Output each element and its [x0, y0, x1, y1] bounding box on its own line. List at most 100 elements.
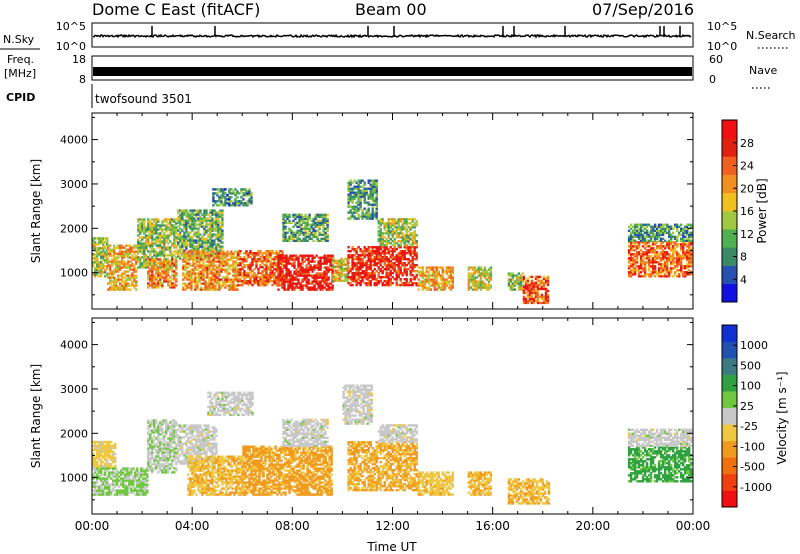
data-cell — [443, 284, 446, 287]
data-cell — [649, 231, 653, 234]
data-cell — [171, 254, 174, 257]
data-cell — [230, 252, 233, 255]
data-cell — [189, 225, 192, 228]
data-cell — [375, 183, 378, 186]
data-cell — [627, 273, 631, 276]
data-cell — [230, 284, 233, 287]
data-cell — [281, 270, 284, 273]
data-cell — [359, 189, 362, 192]
data-cell — [127, 288, 130, 291]
data-cell — [451, 272, 454, 275]
data-cell — [197, 243, 200, 246]
data-cell — [429, 278, 432, 281]
data-cell — [317, 264, 320, 267]
data-cell — [189, 241, 192, 244]
data-cell — [433, 284, 436, 287]
data-cell — [290, 233, 293, 236]
data-cell — [212, 196, 215, 199]
data-cell — [281, 264, 284, 267]
data-cell — [319, 282, 322, 285]
data-cell — [113, 252, 116, 255]
data-cell — [361, 195, 364, 198]
data-cell — [633, 259, 637, 262]
data-cell — [196, 250, 199, 253]
data-cell — [379, 246, 382, 249]
data-cell — [670, 267, 673, 270]
data-cell — [192, 262, 195, 265]
data-cell — [325, 282, 328, 285]
data-cell — [173, 238, 176, 241]
data-cell — [413, 252, 416, 255]
data-cell — [169, 228, 172, 231]
data-cell — [241, 262, 244, 265]
data-cell — [261, 266, 264, 269]
data-cell — [133, 256, 136, 259]
data-cell — [627, 251, 631, 254]
data-cell — [217, 211, 220, 214]
data-cell — [355, 181, 358, 184]
data-cell — [645, 273, 649, 276]
data-cell — [151, 270, 154, 273]
data-cell — [151, 238, 154, 241]
data-cell — [288, 239, 291, 242]
data-cell — [249, 256, 252, 259]
data-cell — [329, 262, 332, 265]
data-cell — [336, 259, 339, 262]
data-cell — [405, 264, 408, 267]
data-cell — [234, 272, 237, 275]
data-cell — [659, 241, 663, 244]
data-cell — [331, 288, 334, 291]
data-cell — [203, 237, 206, 240]
data-cell — [173, 270, 176, 273]
data-cell — [157, 284, 160, 287]
data-cell — [205, 223, 208, 226]
data-cell — [141, 256, 144, 259]
data-cell — [325, 288, 328, 291]
data-cell — [96, 273, 99, 276]
data-cell — [207, 223, 210, 226]
data-cell — [215, 233, 218, 236]
data-cell — [367, 272, 370, 275]
data-cell — [411, 250, 414, 253]
data-cell — [375, 246, 378, 249]
data-cell — [232, 202, 235, 205]
data-cell — [113, 250, 116, 253]
data-cell — [218, 284, 221, 287]
data-cell — [232, 278, 235, 281]
data-cell — [530, 285, 534, 289]
data-cell — [187, 219, 190, 222]
data-cell — [139, 226, 142, 229]
data-cell — [313, 274, 316, 277]
data-cell — [435, 284, 438, 287]
data-cell — [688, 259, 691, 262]
data-cell — [125, 254, 128, 257]
data-cell — [281, 262, 284, 265]
data-cell — [100, 440, 103, 444]
data-cell — [318, 223, 321, 226]
data-cell — [325, 258, 328, 261]
data-cell — [371, 203, 374, 206]
data-cell — [175, 230, 178, 233]
data-cell — [403, 282, 406, 285]
data-cell — [690, 273, 693, 276]
data-cell — [355, 283, 358, 287]
data-cell — [316, 237, 319, 240]
data-cell — [305, 272, 308, 275]
data-cell — [285, 256, 288, 259]
data-cell — [441, 288, 444, 291]
data-cell — [98, 454, 101, 458]
data-cell — [92, 265, 95, 268]
data-cell — [631, 237, 635, 240]
data-cell — [389, 256, 392, 259]
data-cell — [397, 256, 400, 259]
data-cell — [305, 282, 308, 285]
data-cell — [637, 223, 641, 226]
data-cell — [467, 266, 470, 269]
data-cell — [149, 236, 152, 239]
data-cell — [684, 227, 687, 230]
data-cell — [281, 276, 284, 279]
data-cell — [210, 262, 213, 265]
data-cell — [674, 267, 677, 270]
data-cell — [281, 286, 284, 289]
data-cell — [289, 286, 292, 289]
